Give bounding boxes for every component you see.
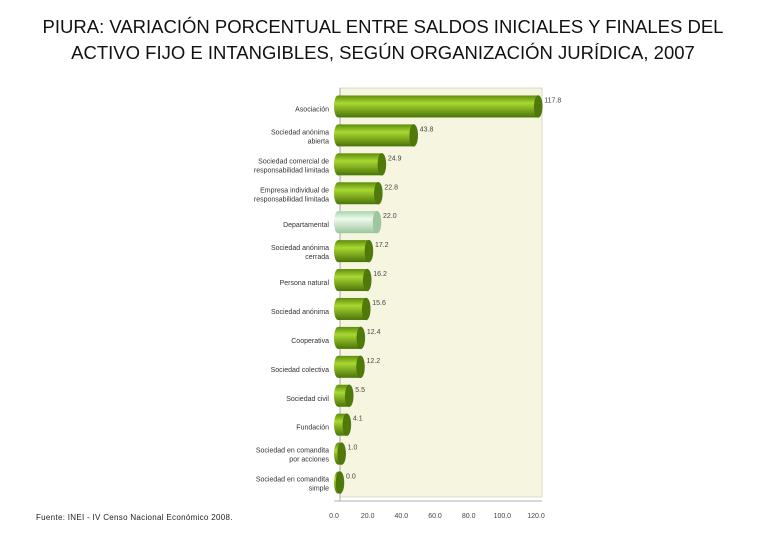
bar-body xyxy=(338,413,347,436)
bar-base-cap xyxy=(334,384,342,407)
x-tick-label: 0.0 xyxy=(329,513,339,520)
category-label: Sociedad anónima xyxy=(271,309,329,316)
category-label: Sociedad anónima xyxy=(271,129,329,136)
bar xyxy=(334,384,354,407)
x-tick-label: 40.0 xyxy=(395,513,409,520)
bar xyxy=(334,239,374,263)
bar-base-cap xyxy=(334,326,342,349)
category-label: abierta xyxy=(308,138,330,145)
x-tick-label: 100.0 xyxy=(494,513,512,520)
bar-body xyxy=(338,326,361,349)
bar-end-cap xyxy=(356,326,366,350)
bar-base-cap xyxy=(334,211,342,234)
data-label: 0.0 xyxy=(346,474,356,481)
category-label: responsabilidad limitada xyxy=(254,196,329,203)
category-label: Sociedad civil xyxy=(286,396,329,403)
bar-body xyxy=(338,182,379,205)
bar xyxy=(334,153,387,176)
bar-body xyxy=(338,153,382,176)
bar-body xyxy=(338,95,539,118)
bar xyxy=(334,326,366,350)
bar-body xyxy=(338,211,378,234)
category-label: Cooperativa xyxy=(291,338,329,345)
data-label: 22.8 xyxy=(384,184,398,191)
x-tick-label: 120.0 xyxy=(527,513,545,520)
category-label: Sociedad comercial de xyxy=(258,158,329,165)
bar xyxy=(334,124,418,147)
category-label: Departamental xyxy=(283,222,329,229)
bar-body xyxy=(338,384,350,407)
source-note: Fuente: INEI - IV Censo Nacional Económi… xyxy=(36,513,233,522)
bar-end-cap xyxy=(409,124,418,147)
bar-base-cap xyxy=(334,355,342,378)
category-label: por acciones xyxy=(289,457,329,464)
data-label: 117.8 xyxy=(544,97,561,104)
data-label: 12.4 xyxy=(367,329,381,336)
bar-base-cap xyxy=(334,95,342,118)
bar-end-cap xyxy=(342,413,352,436)
data-label: 15.6 xyxy=(372,300,386,307)
category-label: responsabilidad limitada xyxy=(254,167,329,174)
category-label: Asociación xyxy=(295,106,329,113)
data-label: 12.2 xyxy=(367,358,381,365)
chart-title: PIURA: VARIACIÓN PORCENTUAL ENTRE SALDOS… xyxy=(42,16,724,63)
bar-body xyxy=(338,269,368,292)
data-label: 4.1 xyxy=(353,416,363,423)
category-label: Sociedad colectiva xyxy=(271,367,329,374)
bar-base-cap xyxy=(334,153,342,176)
bar-body xyxy=(338,124,414,147)
bar-end-cap xyxy=(362,297,371,321)
bar-body xyxy=(338,297,367,320)
bar-base-cap xyxy=(334,413,342,436)
bar-base-cap xyxy=(334,124,342,147)
bar-base-cap xyxy=(334,240,342,263)
data-label: 5.5 xyxy=(355,387,365,394)
category-label: Empresa individual de xyxy=(260,187,329,194)
bar-end-cap xyxy=(356,355,365,379)
plot-wall xyxy=(339,87,543,498)
bar-end-cap xyxy=(374,182,383,205)
bar-body xyxy=(338,240,369,263)
bar xyxy=(334,442,346,465)
bar xyxy=(334,297,371,321)
category-label: Sociedad en comandita xyxy=(256,448,329,455)
bar-end-cap xyxy=(372,210,382,234)
bar-end-cap xyxy=(377,153,387,176)
data-label: 1.0 xyxy=(348,445,358,452)
category-label: simple xyxy=(309,486,329,493)
bar-end-cap xyxy=(364,239,374,263)
bar-base-cap xyxy=(334,269,342,292)
bar xyxy=(334,210,382,234)
x-tick-label: 80.0 xyxy=(462,513,476,520)
bar-end-cap xyxy=(345,384,354,407)
bar xyxy=(334,355,365,379)
data-label: 24.9 xyxy=(388,155,402,162)
data-label: 22.0 xyxy=(383,213,397,220)
bar-end-cap xyxy=(337,442,346,465)
bar xyxy=(334,95,543,118)
data-label: 17.2 xyxy=(375,242,389,249)
data-label: 43.8 xyxy=(420,126,434,133)
category-label: Fundación xyxy=(296,425,329,432)
bar xyxy=(334,471,345,494)
bar-end-cap xyxy=(363,268,372,292)
bar-base-cap xyxy=(334,182,342,205)
bar xyxy=(334,413,352,436)
bar-body xyxy=(338,355,361,378)
x-tick-label: 20.0 xyxy=(361,513,375,520)
bar xyxy=(334,182,383,205)
bar xyxy=(334,268,372,292)
bar-base-cap xyxy=(334,297,342,320)
category-label: Sociedad en comandita xyxy=(256,477,329,484)
bar-end-cap xyxy=(335,471,345,494)
category-label: Persona natural xyxy=(280,280,330,287)
category-label: cerrada xyxy=(305,254,329,261)
data-label: 16.2 xyxy=(373,271,387,278)
category-label: Sociedad anónima xyxy=(271,245,329,252)
x-tick-label: 60.0 xyxy=(428,513,442,520)
bar-end-cap xyxy=(534,95,543,118)
